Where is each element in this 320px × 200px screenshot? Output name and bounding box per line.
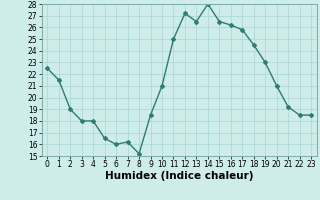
X-axis label: Humidex (Indice chaleur): Humidex (Indice chaleur) [105, 171, 253, 181]
